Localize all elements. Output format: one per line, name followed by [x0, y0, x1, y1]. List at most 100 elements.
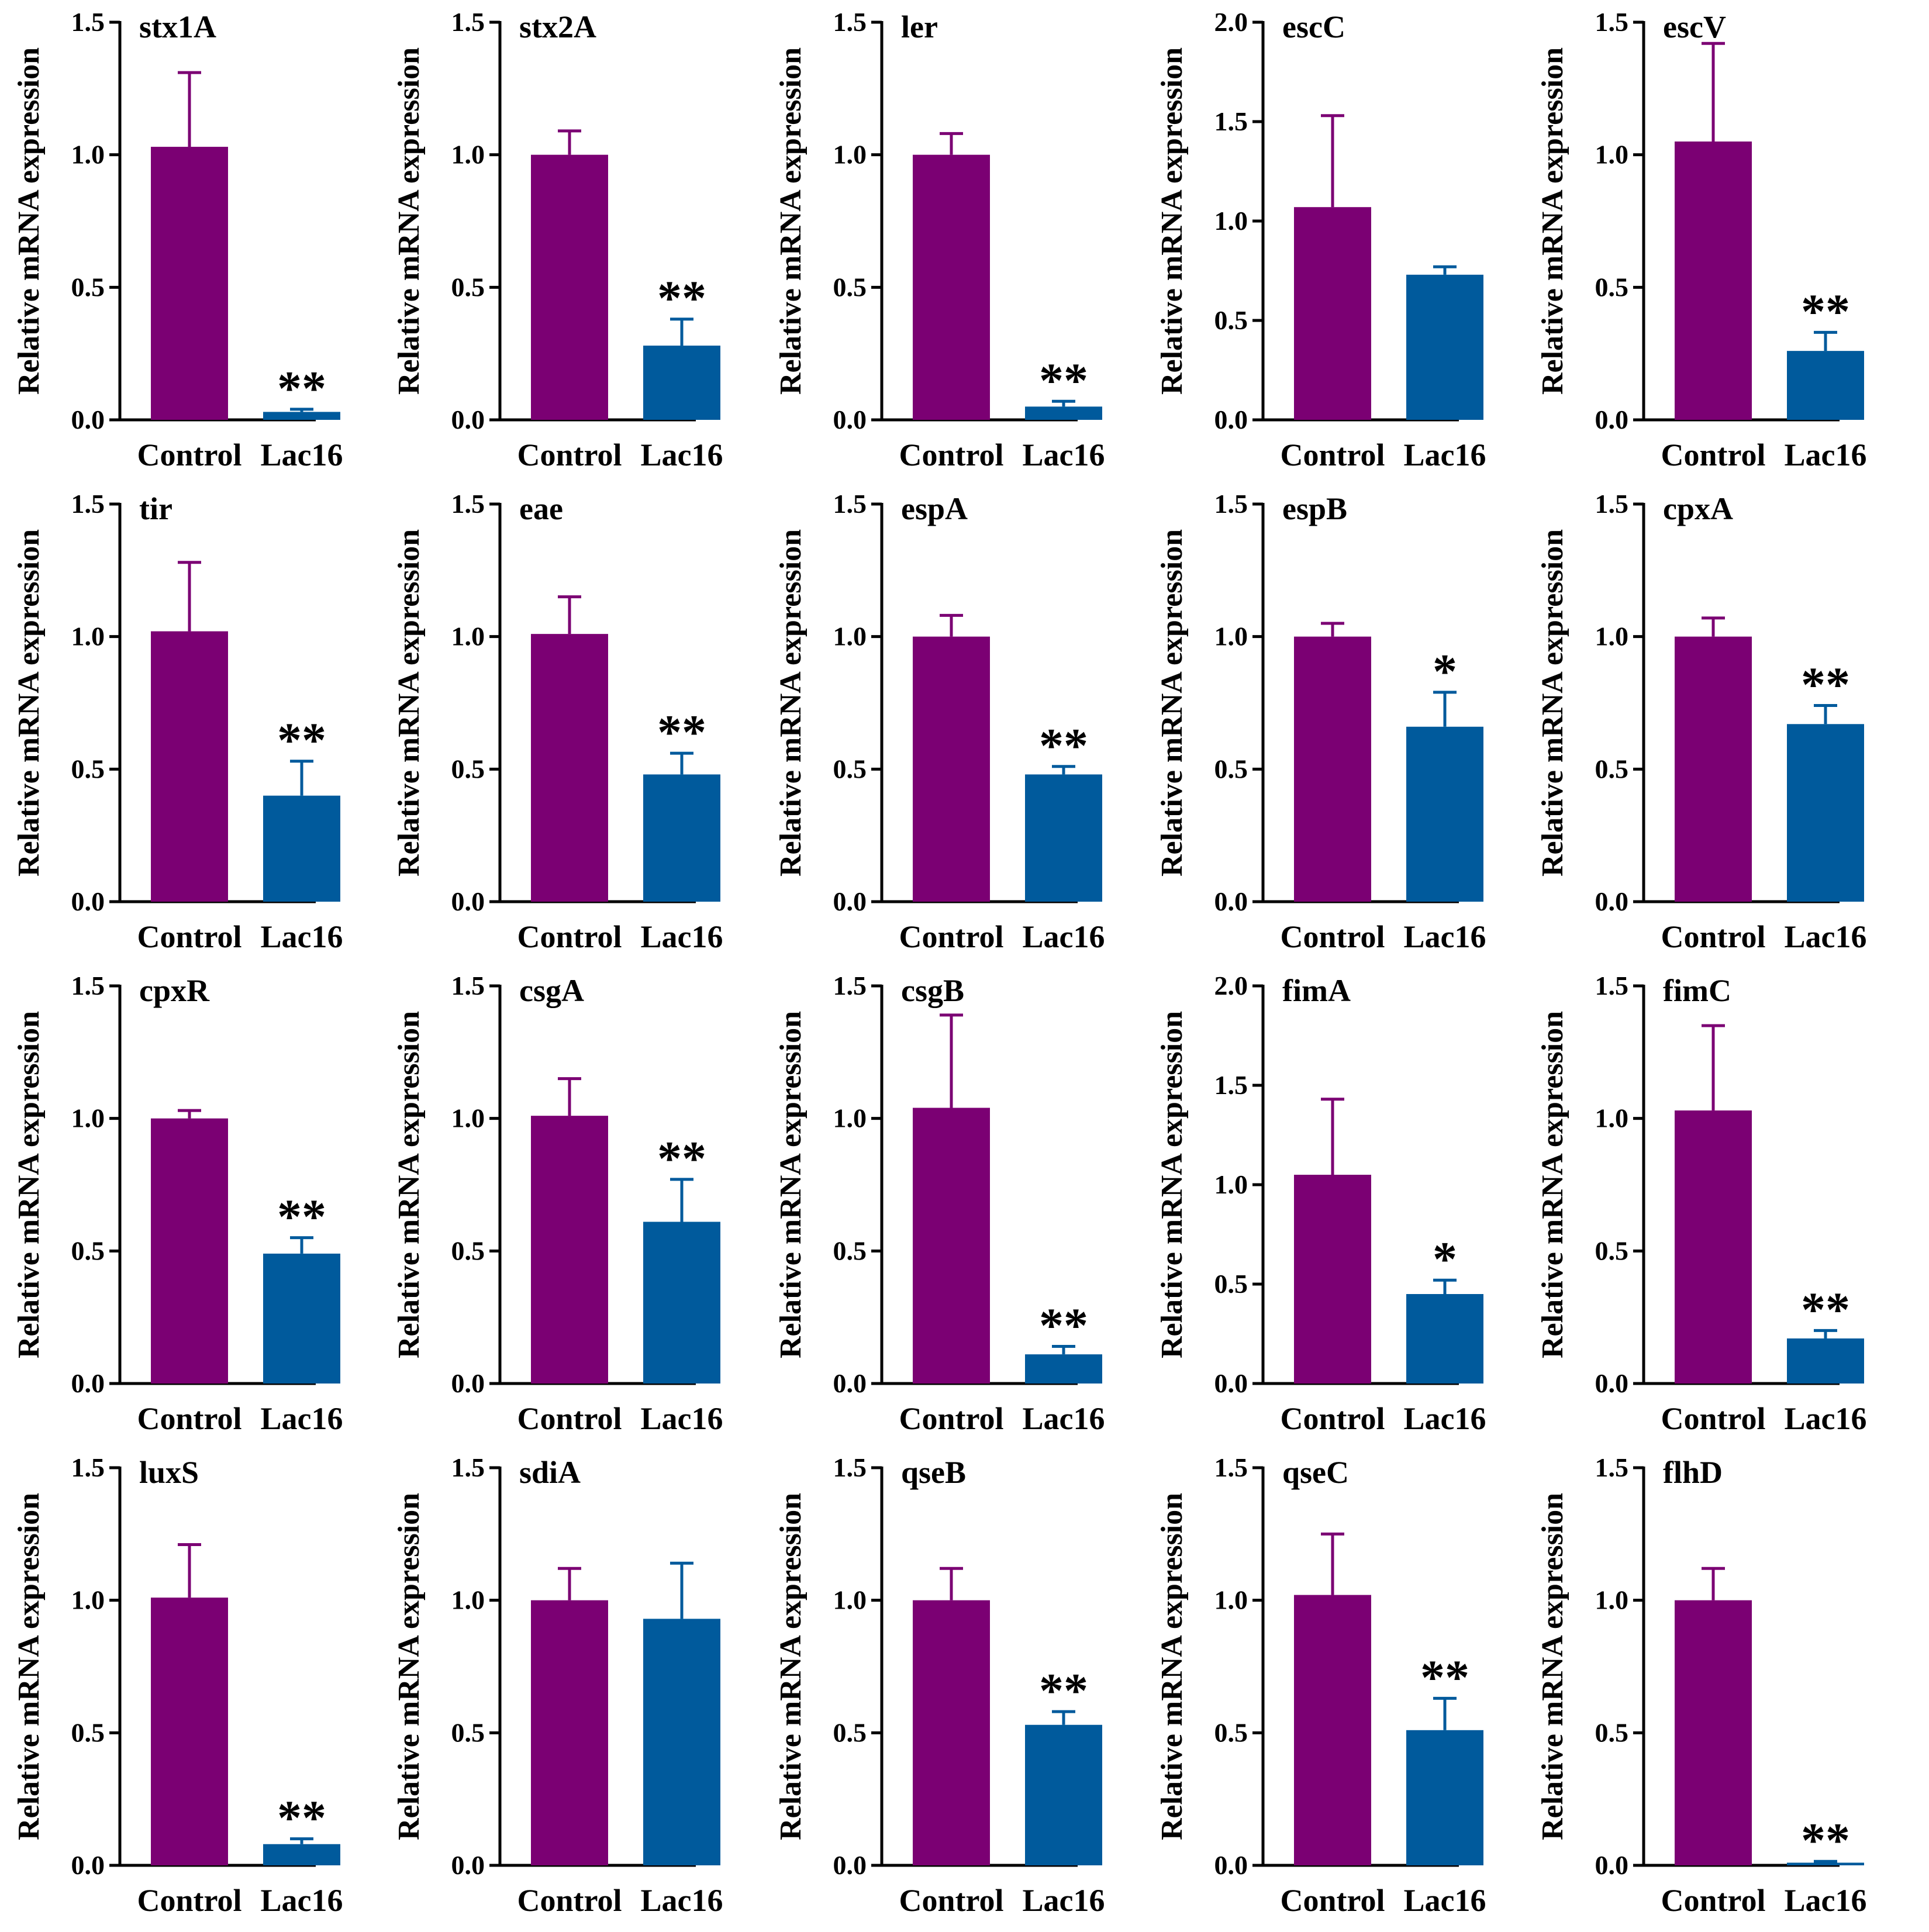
y-tick-label: 0.0: [1214, 1368, 1248, 1398]
chart-panel-eae: 0.0 0.5 1.0 1.5 Relative mRNA expression eae C…: [392, 489, 723, 954]
y-tick-label: 0.5: [1214, 754, 1248, 784]
y-axis-label: Relative mRNA expression: [12, 529, 46, 877]
y-tick-label: 1.0: [71, 1585, 105, 1615]
y-axis-label: Relative mRNA expression: [774, 529, 808, 877]
bar-Control: [531, 1116, 608, 1384]
x-tick-label: Control: [1661, 919, 1765, 954]
chart-panel-luxS: 0.0 0.5 1.0 1.5 Relative mRNA expression luxS…: [12, 1453, 343, 1918]
y-axis-label: Relative mRNA expression: [1536, 1493, 1569, 1840]
y-tick-label: 0.5: [451, 754, 485, 784]
y-tick-label: 0.0: [451, 886, 485, 916]
y-tick-label: 1.0: [1595, 1585, 1629, 1615]
x-tick-label: Control: [1280, 1401, 1385, 1436]
x-tick-label: Control: [137, 1401, 241, 1436]
bar-Control: [1675, 1110, 1752, 1384]
x-tick-label: Lac16: [641, 919, 723, 954]
x-tick-label: Lac16: [261, 1401, 343, 1436]
x-tick-label: Lac16: [641, 1401, 723, 1436]
x-tick-label: Control: [1661, 1883, 1765, 1918]
y-tick-label: 1.5: [833, 1453, 867, 1482]
y-axis-label: Relative mRNA expression: [1155, 1011, 1189, 1358]
bar-Control: [151, 631, 228, 902]
y-tick-label: 0.5: [71, 754, 105, 784]
y-tick-label: 1.5: [451, 971, 485, 1000]
bar-Lac16: [643, 1222, 720, 1384]
bar-Lac16: [1406, 1730, 1483, 1865]
significance-marker: **: [277, 361, 326, 416]
x-tick-label: Lac16: [1785, 1883, 1867, 1918]
x-tick-label: Lac16: [1404, 919, 1486, 954]
bar-Control: [1675, 636, 1752, 902]
y-tick-label: 0.0: [1595, 1850, 1629, 1880]
y-tick-label: 1.0: [1214, 206, 1248, 236]
y-tick-label: 1.5: [71, 1453, 105, 1482]
y-axis-label: Relative mRNA expression: [12, 1011, 46, 1358]
chart-panel-sdiA: 0.0 0.5 1.0 1.5 Relative mRNA expression sdiA…: [392, 1453, 723, 1918]
y-tick-label: 0.5: [451, 1717, 485, 1747]
bar-Lac16: [1025, 774, 1102, 902]
chart-panel-escC: 0.0 0.5 1.0 1.5 2.0 Relative mRNA expression e…: [1155, 7, 1486, 472]
bar-Lac16: [643, 346, 720, 420]
x-tick-label: Control: [517, 437, 622, 472]
bar-Lac16: [1025, 406, 1102, 420]
y-tick-label: 0.5: [71, 272, 105, 302]
chart-panel-escV: 0.0 0.5 1.0 1.5 Relative mRNA expression escV…: [1536, 7, 1867, 472]
x-tick-label: Lac16: [1785, 1401, 1867, 1436]
y-axis-label: Relative mRNA expression: [774, 47, 808, 395]
bar-Lac16: [1406, 726, 1483, 902]
significance-marker: **: [1420, 1650, 1469, 1705]
x-tick-label: Lac16: [1785, 437, 1867, 472]
x-tick-label: Control: [899, 437, 1003, 472]
y-tick-label: 1.0: [833, 1585, 867, 1615]
chart-panel-ler: 0.0 0.5 1.0 1.5 Relative mRNA expression ler C…: [774, 7, 1105, 472]
chart-panel-stx1A: 0.0 0.5 1.0 1.5 Relative mRNA expression stx1…: [12, 7, 343, 472]
y-tick-label: 0.0: [71, 405, 105, 434]
bar-Lac16: [1025, 1354, 1102, 1384]
y-tick-label: 1.5: [1595, 1453, 1629, 1482]
significance-marker: **: [657, 271, 706, 326]
y-tick-label: 1.5: [833, 971, 867, 1000]
x-tick-label: Control: [1280, 437, 1385, 472]
bar-Lac16: [1406, 1294, 1483, 1384]
chart-title: tir: [139, 491, 172, 526]
y-tick-label: 0.5: [833, 754, 867, 784]
bar-Control: [913, 1600, 990, 1865]
y-axis-label: Relative mRNA expression: [392, 47, 426, 395]
significance-marker: **: [1801, 1813, 1850, 1868]
y-axis-label: Relative mRNA expression: [12, 47, 46, 395]
chart-panel-stx2A: 0.0 0.5 1.0 1.5 Relative mRNA expression stx2…: [392, 7, 723, 472]
significance-marker: *: [1433, 644, 1457, 699]
x-tick-label: Control: [517, 1401, 622, 1436]
bar-Lac16: [1787, 1338, 1864, 1384]
bar-Lac16: [263, 795, 340, 902]
y-tick-label: 1.0: [1214, 1169, 1248, 1199]
y-tick-label: 1.5: [451, 1453, 485, 1482]
bar-Lac16: [263, 412, 340, 420]
chart-panel-cpxR: 0.0 0.5 1.0 1.5 Relative mRNA expression cpxR…: [12, 971, 343, 1436]
y-tick-label: 1.5: [71, 489, 105, 519]
bar-Lac16: [643, 774, 720, 902]
bar-Lac16: [1787, 351, 1864, 420]
y-tick-label: 2.0: [1214, 7, 1248, 37]
x-tick-label: Control: [517, 1883, 622, 1918]
significance-marker: **: [277, 1190, 326, 1244]
y-tick-label: 1.5: [451, 489, 485, 519]
chart-title: fimA: [1282, 973, 1351, 1008]
chart-title: luxS: [139, 1455, 199, 1490]
y-tick-label: 1.0: [1595, 140, 1629, 170]
y-tick-label: 0.0: [1595, 405, 1629, 434]
y-tick-label: 0.5: [833, 1717, 867, 1747]
y-tick-label: 1.5: [1214, 1070, 1248, 1100]
significance-marker: *: [1433, 1232, 1457, 1286]
significance-marker: **: [1039, 719, 1088, 773]
chart-title: stx1A: [139, 9, 216, 44]
y-tick-label: 1.0: [1214, 1585, 1248, 1615]
y-tick-label: 0.0: [451, 1368, 485, 1398]
x-tick-label: Lac16: [261, 437, 343, 472]
x-tick-label: Lac16: [1785, 919, 1867, 954]
bar-Control: [913, 636, 990, 902]
y-tick-label: 0.5: [1214, 1269, 1248, 1299]
chart-panel-espA: 0.0 0.5 1.0 1.5 Relative mRNA expression espA…: [774, 489, 1105, 954]
bar-Control: [531, 154, 608, 420]
y-tick-label: 1.5: [1595, 7, 1629, 37]
